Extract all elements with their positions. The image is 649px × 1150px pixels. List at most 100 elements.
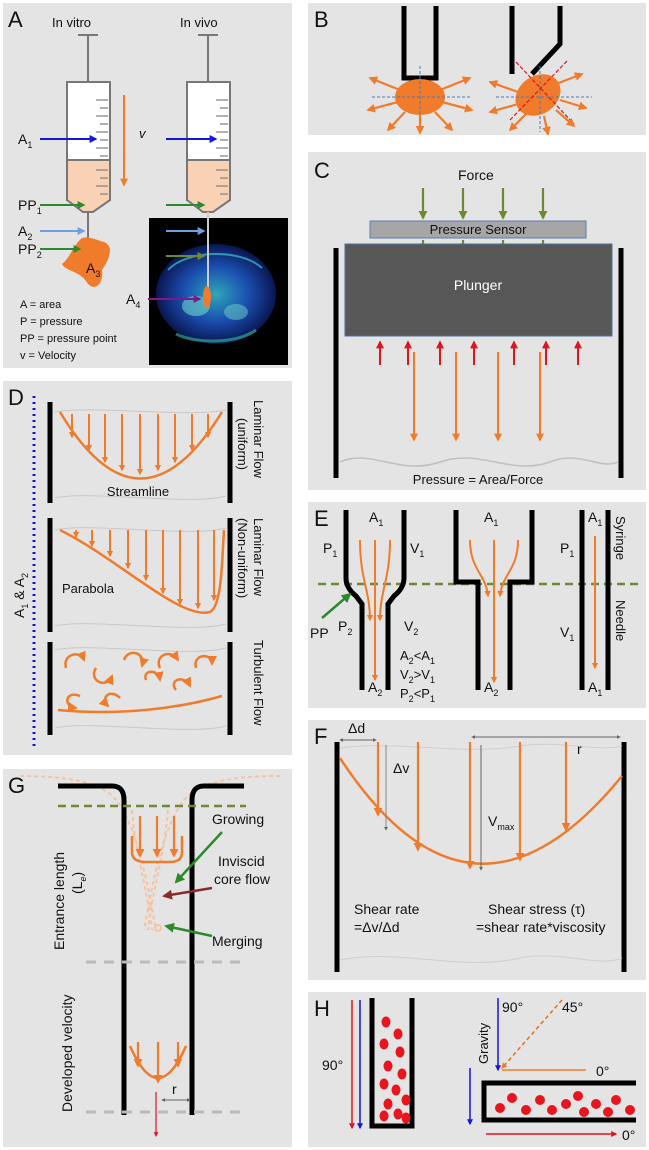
- flow-label-3: Turbulent Flow: [251, 640, 266, 726]
- inviscid-label-1: Inviscid: [218, 853, 265, 869]
- g-radius-label: r: [172, 1081, 177, 1097]
- svg-text:(Le): (Le): [69, 872, 88, 894]
- pressure-sensor-label: Pressure Sensor: [430, 222, 527, 237]
- panel-d: D A1 & A2 Streamline Laminar Flow: [3, 381, 292, 755]
- label-a1: A: [18, 131, 28, 147]
- svg-text:A3: A3: [86, 260, 100, 279]
- label-a3: A: [86, 260, 96, 276]
- laminar-uniform: Streamline: [47, 402, 233, 503]
- laminar-non-uniform: Parabola: [47, 518, 233, 632]
- svg-text:V2>V1: V2>V1: [400, 667, 435, 685]
- e-rel-3-s1: 2: [409, 694, 414, 704]
- e-label-p1c-sub: 1: [569, 549, 574, 559]
- label-pp2: PP: [18, 241, 37, 257]
- plunger-label: Plunger: [454, 277, 503, 293]
- e-label-a1-sub: 1: [378, 518, 383, 528]
- label-a1-sub: 1: [27, 140, 32, 150]
- e-rel-2-s1: 2: [409, 675, 414, 685]
- in-vivo-label: In vivo: [180, 15, 218, 30]
- svg-text:A1: A1: [484, 509, 498, 528]
- legend-line-3: PP = pressure point: [20, 333, 117, 345]
- stepped-needle: [453, 510, 535, 690]
- h-0-top: 0°: [596, 1063, 609, 1079]
- svg-text:Vmax: Vmax: [488, 813, 515, 832]
- velocity-profile: [338, 757, 623, 865]
- svg-text:A2<A1: A2<A1: [400, 648, 435, 666]
- side-sub-2: 2: [20, 573, 30, 578]
- spread-arrows-straight: [366, 76, 474, 135]
- f-velocity-arrows: [373, 742, 571, 870]
- e-label-v1c-sub: 1: [569, 633, 574, 643]
- bolus-beveled: [515, 74, 561, 116]
- svg-text:P1: P1: [323, 540, 337, 559]
- pressure-sensor: [369, 220, 587, 239]
- pressure-arrows: [410, 352, 544, 442]
- panel-letter-a: A: [8, 7, 23, 32]
- e-label-a2-sub: 2: [377, 688, 382, 698]
- inviscid-label-2: core flow: [214, 871, 271, 887]
- needle-beveled: [509, 6, 563, 76]
- vmax-label: V: [488, 813, 498, 829]
- e-label-a1c: A: [588, 509, 598, 525]
- panel-letter-b: B: [314, 7, 329, 32]
- flow-label-2b: (Non-uniform): [235, 518, 250, 598]
- shear-rate-formula: =Δv/Δd: [354, 919, 400, 935]
- e-rel-1: A: [400, 648, 409, 663]
- horizontal-tube: [481, 1080, 636, 1123]
- shear-stress-formula: =shear rate*viscosity: [476, 919, 606, 935]
- side-label-a: A: [11, 608, 27, 618]
- vmax-sub: max: [497, 822, 515, 832]
- force-label: Force: [458, 167, 494, 183]
- panel-letter-h: H: [314, 996, 330, 1021]
- developed-velocity-label: Developed velocity: [59, 994, 75, 1112]
- shear-rate-label: Shear rate: [354, 901, 420, 917]
- e-label-a1b-sub: 1: [493, 518, 498, 528]
- panel-letter-f: F: [314, 724, 327, 749]
- syringe-in-vivo: [186, 34, 231, 213]
- f-radius-label: r: [577, 741, 582, 757]
- panel-b: B: [308, 3, 646, 136]
- e-label-p2-sub: 2: [347, 627, 352, 637]
- label-a2: A: [18, 223, 28, 239]
- syringe-in-vitro: [66, 34, 111, 240]
- e-rel-1-s2: 1: [430, 656, 435, 666]
- label-a2-sub: 2: [27, 232, 32, 242]
- inviscid-arrow: [162, 886, 213, 900]
- e-label-a1: A: [369, 509, 379, 525]
- growing-label: Growing: [212, 811, 264, 827]
- e-label-pp: PP: [310, 625, 329, 641]
- plunger: [344, 243, 613, 337]
- svg-text:A1 & A2: A1 & A2: [11, 573, 30, 618]
- shear-stress-label: Shear stress (τ): [488, 901, 585, 917]
- svg-text:V1: V1: [560, 624, 574, 643]
- e-label-a1b: A: [484, 509, 494, 525]
- flow-label-1b: (uniform): [235, 418, 250, 470]
- legend-line-2: P = pressure: [20, 316, 82, 328]
- svg-text:A2: A2: [18, 223, 32, 242]
- e-rel-1-m: <A: [414, 648, 431, 663]
- e-label-a2b-sub: 2: [493, 688, 498, 698]
- legend-line-4: v = Velocity: [20, 350, 76, 362]
- merging-label: Merging: [212, 933, 263, 949]
- velocity-label: v: [139, 126, 147, 141]
- e-label-p1-sub: 1: [332, 549, 337, 559]
- panel-letter-e: E: [314, 506, 329, 531]
- e-label-a2: A: [368, 679, 378, 695]
- svg-text:PP2: PP2: [18, 241, 42, 260]
- parabola-label: Parabola: [62, 581, 115, 596]
- brain-section-image: [149, 212, 288, 365]
- e-label-v1c: V: [560, 624, 570, 640]
- svg-text:P1: P1: [560, 540, 574, 559]
- label-pp1: PP: [18, 197, 37, 213]
- e-label-p1: P: [323, 540, 332, 556]
- label-a4: A: [126, 291, 136, 307]
- e-rel-1-s1: 2: [409, 656, 414, 666]
- svg-text:PP1: PP1: [18, 197, 42, 216]
- side-amp: & A: [11, 577, 27, 603]
- delta-v-label: Δv: [393, 760, 409, 776]
- panel-h: H 90° 90° 45° 0° Gravity: [308, 992, 646, 1147]
- label-a3-sub: 3: [95, 269, 100, 279]
- label-pp2-sub: 2: [37, 250, 42, 260]
- svg-text:A2: A2: [368, 679, 382, 698]
- h-90-right: 90°: [502, 999, 523, 1015]
